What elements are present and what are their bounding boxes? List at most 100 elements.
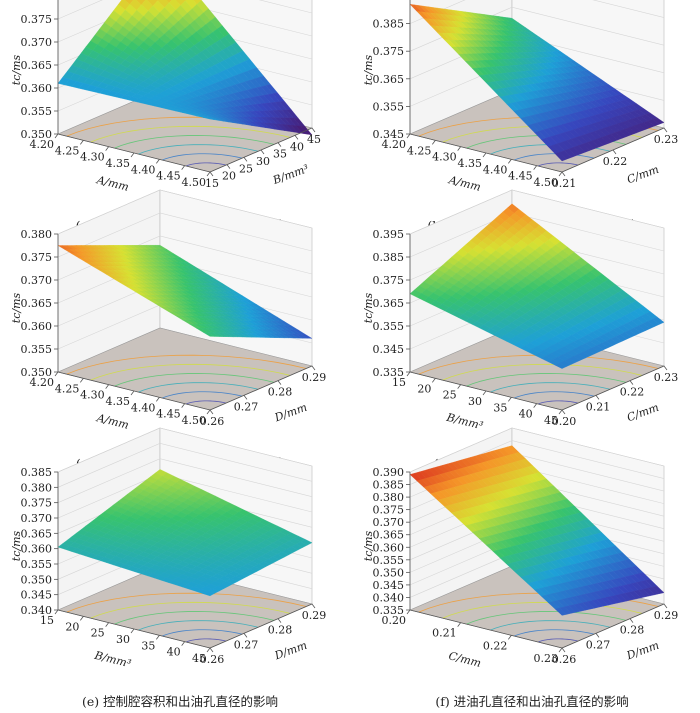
z-axis-label: tc/ms: [10, 54, 23, 85]
z-tick-label: 0.370: [21, 36, 53, 49]
z-tick-label: 0.350: [21, 128, 53, 141]
y-tick: [209, 171, 214, 177]
z-tick-label: 0.380: [21, 228, 53, 241]
floor-contour: [466, 373, 627, 387]
x-tick: [482, 390, 487, 396]
floor-contour: [138, 144, 259, 155]
x-tick-label: 4.40: [131, 401, 156, 414]
response-surface: [57, 245, 313, 339]
x-tick: [482, 152, 487, 158]
y-tick-label: 0.27: [234, 400, 259, 413]
z-tick-label: 0.345: [373, 343, 405, 356]
z-tick-label: 0.355: [21, 558, 53, 571]
x-axis-label: B/mm³: [444, 411, 484, 433]
y-axis-label: C/mm: [625, 163, 660, 186]
x-tick: [558, 647, 563, 653]
y-axis-line: [209, 365, 313, 411]
y-axis-line: [209, 603, 313, 649]
floor-contour: [466, 611, 627, 625]
z-tick-label: 0.385: [21, 466, 53, 479]
x-axis-label: A/mm: [95, 411, 131, 432]
x-tick-label: 4.35: [106, 157, 131, 170]
x-tick: [80, 140, 84, 145]
z-tick-label: 0.390: [373, 466, 405, 479]
x-tick-label: 4.25: [55, 144, 80, 157]
y-tick-label: 15: [205, 177, 219, 190]
floor-contour: [418, 354, 659, 375]
x-tick: [508, 397, 512, 402]
y-tick: [595, 633, 600, 638]
floor-contour: [490, 382, 611, 393]
x-tick: [181, 165, 185, 170]
y-tick: [226, 164, 231, 169]
x-tick-label: 4.30: [432, 151, 457, 164]
x-tick: [156, 635, 160, 640]
x-tick-label: 4.45: [156, 408, 181, 421]
x-tick-label: 4.45: [156, 170, 181, 183]
x-tick-label: 20: [65, 620, 79, 633]
z-tick-label: 0.385: [373, 479, 405, 492]
y-tick-label: 0.22: [620, 386, 645, 399]
z-tick-label: 0.365: [373, 297, 405, 310]
floor-contour: [114, 611, 275, 625]
z-tick-label: 0.350: [21, 366, 53, 379]
x-axis-label: A/mm: [447, 173, 483, 194]
x-tick-label: 35: [141, 639, 155, 652]
z-tick-label: 0.370: [373, 516, 405, 529]
floor-contour: [185, 400, 227, 405]
z-tick-label: 0.360: [21, 543, 53, 556]
y-tick-label: 0.21: [586, 400, 611, 413]
z-tick-label: 0.335: [373, 366, 405, 379]
chart-panel-d: 0.335 0.345 0.355 0.365 0.375 0.385 0.395 tc/ms…: [362, 189, 678, 471]
x-tick: [156, 159, 160, 164]
x-tick: [80, 378, 84, 383]
x-tick-label: 0.21: [432, 627, 457, 640]
response-surface: [57, 469, 313, 597]
x-tick: [54, 133, 59, 139]
z-tick-label: 0.370: [21, 512, 53, 525]
z-tick-label: 0.335: [373, 604, 405, 617]
wall-grid-line: [57, 0, 313, 43]
response-surface: [409, 203, 665, 369]
y-tick: [612, 149, 617, 155]
surface-cell: [554, 151, 567, 162]
z-tick-label: 0.360: [21, 320, 53, 333]
z-tick-label: 0.345: [373, 128, 405, 141]
x-axis-label: C/mm: [447, 649, 482, 670]
y-tick: [243, 157, 248, 162]
floor-contour: [185, 162, 227, 167]
y-tick: [311, 603, 316, 609]
floor-contour: [90, 363, 291, 381]
x-axis-label: A/mm: [95, 173, 131, 194]
y-axis-label: B/mm³: [270, 162, 310, 187]
floor-contour: [537, 162, 579, 167]
wall-grid-line: [409, 189, 665, 235]
y-tick: [629, 618, 634, 623]
z-axis-label: tc/ms: [362, 530, 375, 561]
x-tick: [508, 635, 512, 640]
z-axis-label: tc/ms: [10, 530, 23, 561]
x-tick: [558, 409, 563, 415]
y-tick-label: 20: [222, 170, 236, 183]
surface-cell: [202, 332, 216, 337]
z-tick-label: 0.395: [373, 0, 405, 3]
x-tick-label: 25: [443, 389, 457, 402]
z-tick-label: 0.380: [21, 481, 53, 494]
x-tick: [432, 140, 436, 145]
x-tick-label: 4.25: [407, 144, 432, 157]
x-tick-label: 0.20: [382, 614, 407, 627]
floor-contour: [114, 135, 275, 149]
y-tick-label: 0.20: [552, 415, 577, 428]
z-tick-label: 0.380: [21, 0, 53, 3]
z-tick-label: 0.360: [21, 82, 53, 95]
y-axis-label: C/mm: [625, 401, 660, 424]
z-tick-label: 0.365: [21, 59, 53, 72]
floor-contour: [90, 601, 291, 619]
x-tick: [156, 397, 160, 402]
floor-contour: [162, 153, 243, 161]
x-tick-label: 15: [392, 376, 406, 389]
x-tick: [206, 171, 211, 177]
z-tick-label: 0.355: [373, 320, 405, 333]
z-tick-label: 0.340: [373, 591, 405, 604]
y-tick: [260, 149, 265, 155]
